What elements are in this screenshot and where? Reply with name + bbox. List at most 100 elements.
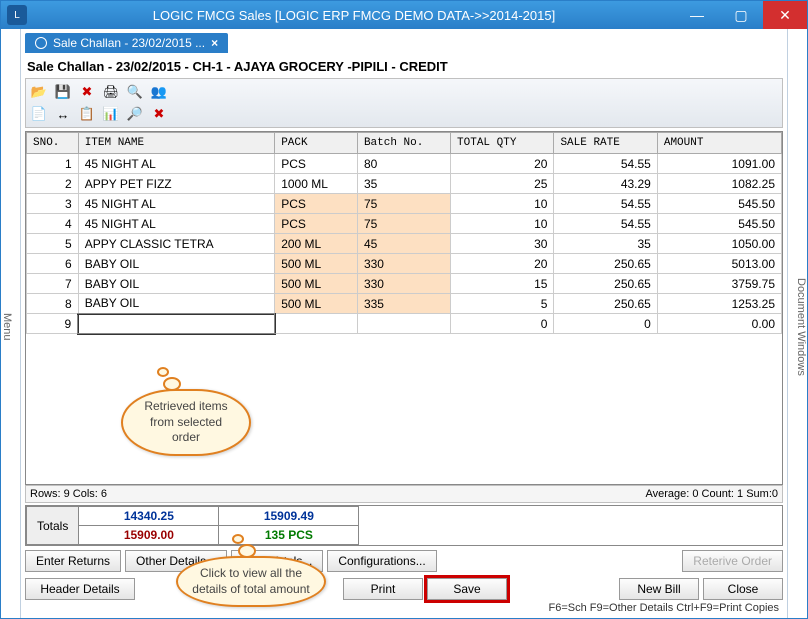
total-v3: 15909.00: [79, 526, 219, 545]
toolbar-icon[interactable]: 🔎: [126, 105, 144, 123]
print-button[interactable]: Print: [343, 578, 423, 600]
grid-cell: 75: [357, 214, 450, 234]
doc-icon: [35, 37, 47, 49]
col-header[interactable]: Batch No.: [357, 133, 450, 154]
grid-cell: 5013.00: [657, 254, 781, 274]
col-header[interactable]: TOTAL QTY: [451, 133, 554, 154]
status-right: Average: 0 Count: 1 Sum:0: [646, 488, 779, 500]
grid-cell[interactable]: [275, 314, 358, 334]
col-header[interactable]: ITEM NAME: [78, 133, 275, 154]
grid-cell: 10: [451, 214, 554, 234]
grid-cell: 330: [357, 254, 450, 274]
grid-cell: 4: [27, 214, 79, 234]
grid-cell: BABY OIL: [78, 274, 275, 294]
grid-cell: BABY OIL: [78, 254, 275, 274]
grid-cell: 545.50: [657, 214, 781, 234]
app-icon: L: [7, 5, 27, 25]
grid-cell: PCS: [275, 214, 358, 234]
grid-cell: 3759.75: [657, 274, 781, 294]
enter-returns-button[interactable]: Enter Returns: [25, 550, 121, 572]
totals-label: Totals: [27, 507, 79, 545]
total-v1: 14340.25: [79, 507, 219, 526]
grid-cell: 10: [451, 194, 554, 214]
grid-cell: 54.55: [554, 214, 657, 234]
document-tab[interactable]: Sale Challan - 23/02/2015 ... ×: [25, 33, 228, 53]
configurations-button[interactable]: Configurations...: [327, 550, 436, 572]
grid-cell: 20: [451, 254, 554, 274]
grid-cell: 45: [357, 234, 450, 254]
grid-cell: 1050.00: [657, 234, 781, 254]
save-button[interactable]: Save: [427, 578, 507, 600]
grid-cell: 1091.00: [657, 154, 781, 174]
toolbar-icon[interactable]: 📋: [78, 105, 96, 123]
page-heading: Sale Challan - 23/02/2015 - CH-1 - AJAYA…: [25, 55, 783, 78]
grid-cell: 6: [27, 254, 79, 274]
toolbar-icon[interactable]: 💾: [54, 83, 72, 101]
grid-cell: 45 NIGHT AL: [78, 194, 275, 214]
grid-cell: 15: [451, 274, 554, 294]
grid-cell: 5: [451, 294, 554, 314]
grid-cell: 45 NIGHT AL: [78, 154, 275, 174]
grid-cell[interactable]: [78, 314, 275, 334]
grid-cell: 5: [27, 234, 79, 254]
grid-cell: 20: [451, 154, 554, 174]
grid-cell: 500 ML: [275, 294, 358, 314]
grid-cell[interactable]: 9: [27, 314, 79, 334]
callout-retrieved-items: Retrieved items from selected order: [121, 389, 251, 456]
grid-cell[interactable]: [357, 314, 450, 334]
grid-cell: 35: [554, 234, 657, 254]
grid-cell: 75: [357, 194, 450, 214]
shortcut-hint: F6=Sch F9=Other Details Ctrl+F9=Print Co…: [25, 600, 783, 616]
grid-cell: 250.65: [554, 294, 657, 314]
close-window-button[interactable]: ✕: [763, 1, 807, 29]
left-sidetab-menu[interactable]: Menu: [1, 29, 21, 618]
close-button[interactable]: Close: [703, 578, 783, 600]
status-left: Rows: 9 Cols: 6: [30, 488, 107, 500]
grid-cell[interactable]: 0: [554, 314, 657, 334]
grid-cell: 250.65: [554, 254, 657, 274]
total-v2: 15909.49: [219, 507, 359, 526]
col-header[interactable]: PACK: [275, 133, 358, 154]
grid-cell: 2: [27, 174, 79, 194]
grid-status: Rows: 9 Cols: 6 Average: 0 Count: 1 Sum:…: [25, 485, 783, 503]
grid-cell: 35: [357, 174, 450, 194]
maximize-button[interactable]: ▢: [719, 1, 763, 29]
grid-cell: 25: [451, 174, 554, 194]
grid-cell: 7: [27, 274, 79, 294]
doc-tab-label: Sale Challan - 23/02/2015 ...: [53, 36, 205, 50]
toolbar-icon[interactable]: 🔍: [126, 83, 144, 101]
toolbar-icon[interactable]: ✖: [150, 105, 168, 123]
callout-view-totals: Click to view all the details of total a…: [176, 556, 326, 607]
close-tab-icon[interactable]: ×: [211, 36, 218, 50]
toolbar-icon[interactable]: 📂: [30, 83, 48, 101]
grid-cell: 54.55: [554, 194, 657, 214]
toolbar-icon[interactable]: ✖: [78, 83, 96, 101]
toolbar-icon[interactable]: 📄: [30, 105, 48, 123]
grid-cell: 500 ML: [275, 254, 358, 274]
totals-box: Totals 14340.25 15909.49 15909.00 135 PC…: [25, 505, 783, 546]
grid-cell: 45 NIGHT AL: [78, 214, 275, 234]
col-header[interactable]: SALE RATE: [554, 133, 657, 154]
col-header[interactable]: SNO.: [27, 133, 79, 154]
col-header[interactable]: AMOUNT: [657, 133, 781, 154]
grid-cell: 1082.25: [657, 174, 781, 194]
toolbar-icon[interactable]: 📊: [102, 105, 120, 123]
grid-cell[interactable]: 0: [451, 314, 554, 334]
titlebar: L LOGIC FMCG Sales [LOGIC ERP FMCG DEMO …: [1, 1, 807, 29]
header-details-button[interactable]: Header Details: [25, 578, 135, 600]
minimize-button[interactable]: —: [675, 1, 719, 29]
toolbar-icon[interactable]: ↔: [54, 105, 72, 123]
grid-cell: 500 ML: [275, 274, 358, 294]
right-sidetab-docwindows[interactable]: Document Windows: [787, 29, 807, 618]
grid-cell: 43.29: [554, 174, 657, 194]
grid-cell: 30: [451, 234, 554, 254]
toolbar-icon[interactable]: 🖨: [102, 83, 120, 101]
toolbar-icon[interactable]: 👥: [150, 83, 168, 101]
grid-cell: 3: [27, 194, 79, 214]
grid-cell: 1000 ML: [275, 174, 358, 194]
new-bill-button[interactable]: New Bill: [619, 578, 699, 600]
grid-cell: BABY OIL: [78, 294, 275, 314]
grid-cell[interactable]: 0.00: [657, 314, 781, 334]
grid-cell: APPY PET FIZZ: [78, 174, 275, 194]
grid-cell: 545.50: [657, 194, 781, 214]
